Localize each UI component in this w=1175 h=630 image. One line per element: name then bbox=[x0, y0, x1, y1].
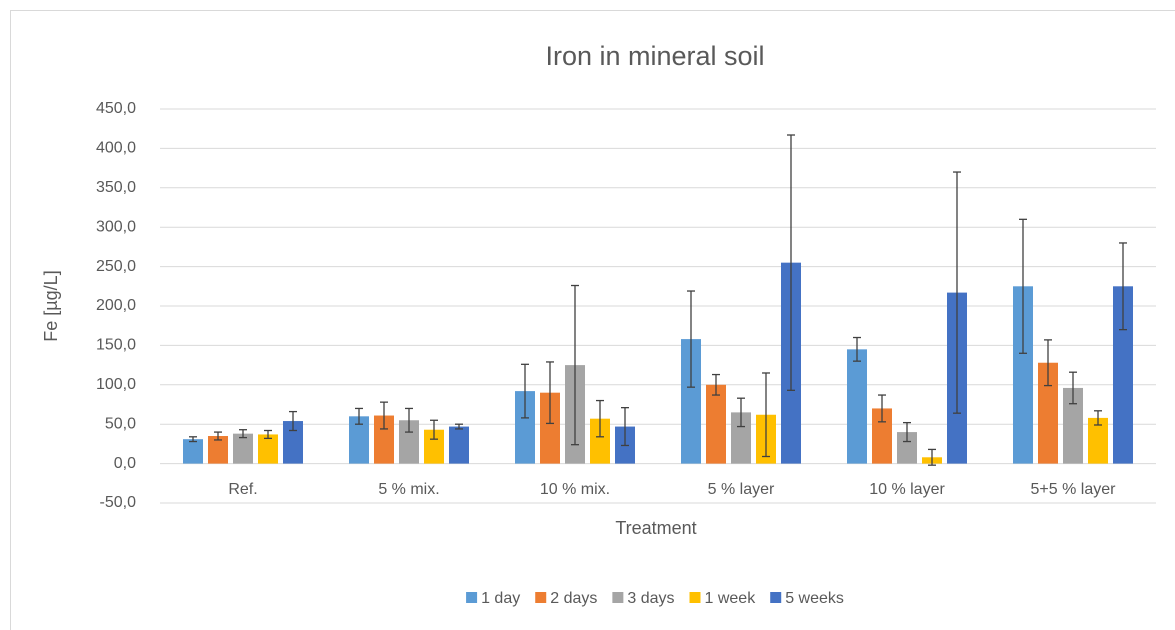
error-bar bbox=[1019, 218, 1027, 354]
y-axis-label: Fe [µg/L] bbox=[41, 270, 61, 341]
bar bbox=[208, 436, 228, 464]
error-bar bbox=[928, 448, 936, 466]
legend-swatch bbox=[535, 592, 547, 603]
bar bbox=[1038, 362, 1058, 464]
y-tick-label: 50,0 bbox=[105, 415, 136, 432]
bar bbox=[233, 433, 253, 464]
y-tick-label: 150,0 bbox=[96, 337, 136, 354]
bar bbox=[897, 432, 917, 464]
x-tick-label: 5+5 % layer bbox=[1031, 481, 1117, 498]
x-tick-label: 10 % layer bbox=[869, 481, 945, 498]
bar bbox=[540, 392, 560, 464]
error-bar bbox=[903, 421, 911, 443]
y-tick-label: 400,0 bbox=[96, 140, 136, 157]
error-bar bbox=[853, 336, 861, 362]
error-bar bbox=[737, 397, 745, 428]
bar bbox=[731, 412, 751, 464]
bar bbox=[847, 349, 867, 464]
x-tick-label: 10 % mix. bbox=[540, 481, 610, 498]
error-bar bbox=[239, 429, 247, 439]
bar bbox=[706, 384, 726, 464]
error-bar bbox=[380, 401, 388, 430]
error-bar bbox=[596, 399, 604, 438]
error-bar bbox=[455, 423, 463, 430]
chart-title: Iron in mineral soil bbox=[545, 41, 764, 71]
bar bbox=[183, 439, 203, 464]
legend-swatch bbox=[770, 592, 782, 603]
y-tick-label: 450,0 bbox=[96, 100, 136, 117]
legend-label: 1 week bbox=[705, 590, 757, 607]
error-bar bbox=[1094, 410, 1102, 426]
bar bbox=[872, 408, 892, 464]
bar bbox=[283, 421, 303, 464]
y-tick-label: 250,0 bbox=[96, 258, 136, 275]
error-bar bbox=[264, 429, 272, 440]
y-tick-label: -50,0 bbox=[100, 494, 137, 511]
bar bbox=[399, 420, 419, 464]
error-bar bbox=[1069, 371, 1077, 405]
error-bar bbox=[787, 134, 795, 391]
error-bar bbox=[521, 363, 529, 419]
error-bar bbox=[289, 410, 297, 432]
bar bbox=[449, 426, 469, 464]
bar bbox=[349, 416, 369, 464]
y-tick-label: 100,0 bbox=[96, 376, 136, 393]
bar bbox=[258, 434, 278, 464]
error-bar bbox=[546, 361, 554, 425]
error-bar bbox=[762, 372, 770, 458]
error-bar bbox=[878, 394, 886, 423]
bar bbox=[1088, 417, 1108, 464]
bar bbox=[1063, 387, 1083, 464]
bar bbox=[590, 418, 610, 464]
legend-label: 1 day bbox=[481, 590, 520, 607]
error-bar bbox=[1044, 339, 1052, 387]
legend-label: 2 days bbox=[550, 590, 597, 607]
bar bbox=[374, 415, 394, 464]
error-bar bbox=[405, 407, 413, 433]
x-axis-label: Treatment bbox=[615, 518, 696, 538]
y-tick-label: 300,0 bbox=[96, 218, 136, 235]
error-bar bbox=[571, 284, 579, 446]
error-bar bbox=[712, 373, 720, 396]
bar bbox=[424, 429, 444, 464]
error-bar bbox=[430, 419, 438, 440]
legend-swatch bbox=[689, 592, 701, 603]
y-tick-label: 200,0 bbox=[96, 297, 136, 314]
x-tick-label: Ref. bbox=[228, 481, 257, 498]
error-bar bbox=[953, 171, 961, 414]
bar bbox=[515, 391, 535, 464]
error-bar bbox=[1119, 242, 1127, 331]
legend-label: 5 weeks bbox=[785, 590, 844, 607]
bar bbox=[1113, 286, 1133, 464]
y-tick-label: 350,0 bbox=[96, 179, 136, 196]
error-bar bbox=[621, 407, 629, 447]
error-bar bbox=[687, 290, 695, 388]
error-bar bbox=[189, 436, 197, 443]
x-tick-label: 5 % layer bbox=[708, 481, 775, 498]
chart-border bbox=[10, 10, 1175, 630]
legend-swatch bbox=[612, 592, 624, 603]
bar bbox=[681, 339, 701, 464]
bar bbox=[1013, 286, 1033, 464]
error-bar bbox=[214, 431, 222, 441]
error-bar bbox=[355, 407, 363, 425]
legend-swatch bbox=[466, 592, 478, 603]
y-tick-label: 0,0 bbox=[114, 455, 136, 472]
legend-label: 3 days bbox=[627, 590, 674, 607]
x-tick-label: 5 % mix. bbox=[378, 481, 439, 498]
